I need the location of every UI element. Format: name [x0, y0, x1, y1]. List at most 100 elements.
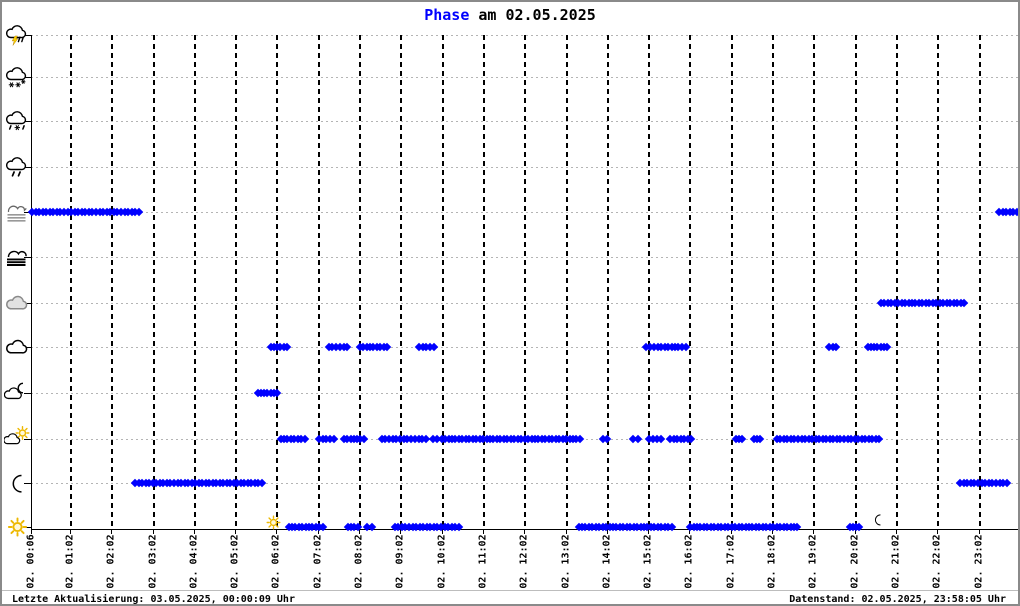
- grid-v-hour-5: [235, 35, 238, 529]
- cloud-icon: [6, 339, 28, 354]
- x-tick-1: [69, 529, 71, 534]
- grid-v-hour-10: [441, 35, 444, 529]
- x-tick-3: [152, 529, 154, 534]
- x-tick-label-3: 02. 03:02: [147, 534, 158, 589]
- sun-icon: [7, 517, 28, 537]
- row-icon-overcast-cloud-icon: [4, 290, 31, 316]
- grid-v-hour-17: [730, 35, 733, 529]
- x-tick-label-10: 02. 10:02: [436, 534, 448, 589]
- x-tick-6: [276, 529, 278, 534]
- row-icon-mist-icon: [4, 199, 31, 225]
- row-icon-sun-icon: [4, 514, 31, 540]
- x-tick-13: [565, 529, 567, 534]
- x-tick-label-13: 02. 13:02: [560, 534, 571, 589]
- x-tick-label-21: 02. 21:02: [890, 534, 902, 589]
- x-tick-2: [111, 529, 113, 534]
- x-tick-17: [730, 529, 732, 534]
- row-icon-thunderstorm-icon: [4, 22, 31, 48]
- x-tick-22: [937, 529, 939, 534]
- y-tick-4: [24, 212, 31, 213]
- grid-v-hour-9: [400, 35, 403, 529]
- y-tick-3: [24, 167, 31, 168]
- x-tick-0: [31, 529, 33, 534]
- x-tick-label-19: 02. 19:02: [807, 534, 819, 589]
- x-tick-18: [772, 529, 773, 534]
- grid-v-hour-12: [524, 35, 527, 529]
- x-tick-15: [648, 529, 650, 534]
- row-icon-rain-icon: [4, 154, 31, 180]
- x-tick-4: [193, 529, 195, 534]
- x-tick-label-20: 02. 20:02: [849, 534, 861, 589]
- grid-v-hour-14: [606, 35, 609, 529]
- grid-v-hour-6: [276, 35, 279, 529]
- y-tick-9: [24, 439, 31, 440]
- grid-v-hour-4: [193, 35, 196, 529]
- x-tick-label-11: 02. 11:02: [477, 534, 489, 589]
- x-tick-label-12: 02. 12:02: [518, 534, 530, 589]
- row-icon-moon-icon: [4, 470, 31, 496]
- grid-v-hour-22: [937, 35, 940, 529]
- x-tick-label-2: 02. 02:02: [105, 534, 117, 589]
- fog-icon: [7, 250, 27, 266]
- y-tick-1: [24, 77, 31, 78]
- rain-icon: [5, 157, 27, 177]
- sleet-icon: [5, 111, 27, 131]
- row-icon-snow-icon: [4, 64, 31, 90]
- row-icon-sun-cloud-icon: [4, 426, 31, 452]
- x-tick-12: [524, 529, 526, 534]
- x-tick-label-5: 02. 05:02: [229, 534, 241, 589]
- x-tick-21: [895, 529, 897, 534]
- x-tick-10: [441, 529, 443, 534]
- snow-icon: [5, 67, 27, 88]
- x-tick-14: [606, 529, 608, 534]
- sun-icon: [266, 515, 281, 530]
- sun-cloud-icon: [4, 426, 30, 445]
- grid-v-hour-15: [648, 35, 651, 529]
- x-tick-5: [235, 529, 237, 534]
- row-icon-sleet-icon: [4, 108, 31, 134]
- grid-v-hour-23: [978, 35, 981, 529]
- grid-v-hour-13: [565, 35, 568, 529]
- data-state-text: Datenstand: 02.05.2025, 23:58:05 Uhr: [789, 594, 1006, 605]
- x-tick-label-16: 02. 16:02: [683, 534, 695, 589]
- y-tick-8: [24, 393, 31, 394]
- grid-v-hour-8: [359, 35, 361, 529]
- chart-title-date: am 02.05.2025: [478, 6, 596, 24]
- x-tick-label-22: 02. 22:02: [931, 534, 943, 589]
- x-tick-16: [689, 529, 691, 534]
- y-tick-11: [24, 527, 31, 528]
- y-tick-6: [24, 303, 31, 304]
- x-tick-label-4: 02. 04:02: [188, 534, 200, 589]
- mist-icon: [7, 205, 27, 222]
- sunrise-sun-icon: [264, 513, 283, 532]
- x-tick-label-0: 02. 00:06: [25, 534, 37, 589]
- moon-icon: [875, 514, 881, 526]
- moon-cloud-icon: [4, 382, 24, 400]
- x-tick-label-6: 02. 06:02: [270, 534, 282, 589]
- grid-v-hour-21: [895, 35, 898, 529]
- phase-dot-sun-cloud-icon: [633, 434, 643, 444]
- row-icon-cloud-icon: [4, 334, 31, 360]
- x-tick-7: [317, 529, 319, 534]
- chart-title-phase: Phase: [424, 6, 470, 24]
- x-tick-19: [813, 529, 815, 534]
- x-tick-9: [400, 529, 402, 534]
- x-tick-23: [978, 529, 980, 534]
- overcast-cloud-icon: [6, 295, 28, 310]
- grid-v-hour-3: [152, 35, 155, 529]
- thunderstorm-icon: [5, 25, 27, 46]
- grid-v-hour-18: [772, 35, 774, 529]
- y-tick-0: [24, 35, 31, 36]
- y-tick-2: [24, 121, 31, 122]
- x-tick-label-7: 02. 07:02: [312, 534, 324, 589]
- y-tick-7: [24, 347, 31, 348]
- grid-v-hour-1: [69, 35, 72, 529]
- last-update-text: Letzte Aktualisierung: 03.05.2025, 00:00…: [12, 594, 295, 605]
- grid-v-hour-11: [482, 35, 485, 529]
- x-tick-label-18: 02. 18:02: [766, 534, 778, 589]
- grid-v-hour-16: [689, 35, 692, 529]
- row-icon-moon-cloud-icon: [4, 380, 31, 406]
- sunset-moon-icon: [870, 511, 886, 528]
- x-tick-label-8: 02. 08:02: [353, 534, 365, 589]
